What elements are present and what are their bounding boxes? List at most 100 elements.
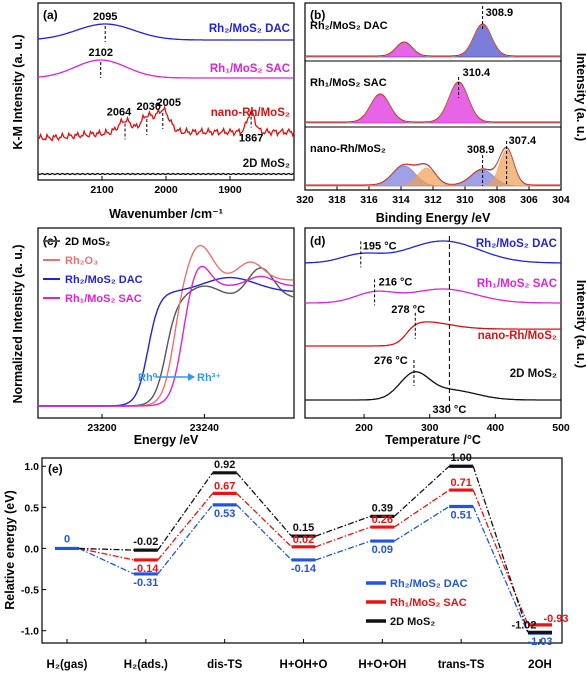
panel-e-plot: 1.0 0.5 0.0 -0.5 -1.0 H₂(gas) H₂(ads.) dis-TS H+…: [21, 452, 569, 671]
panel-a-xtick-label: 2000: [154, 184, 178, 196]
panel-d-plot: 200 300 400 500 195 °C 216 °C 278 °C 276 °C Rh₂/…: [305, 236, 570, 434]
panel-a-xtick-label: 1900: [218, 184, 242, 196]
panel-d-xtick-label: 300: [421, 422, 439, 434]
panel-e-connector: [315, 515, 371, 537]
panel-a-peak-label: 2005: [157, 97, 181, 109]
panel-a-peak-label: 2030: [137, 101, 161, 113]
panel-e-connector: [78, 547, 134, 551]
panel-d-shared-label: 330 °C: [433, 404, 467, 416]
panel-e-connector: [78, 547, 134, 561]
panel-a-series-2d-mos: [37, 172, 295, 176]
panel-e-connector: [315, 526, 371, 548]
panel-b-peak-label: 308.9: [486, 7, 514, 19]
panel-e-connector: [78, 547, 135, 575]
panel-e-value-label: -0.31: [133, 577, 158, 589]
panel-e-connector: [393, 489, 450, 528]
panel-b-xtick-label: 304: [552, 194, 570, 206]
panel-d-xlabel: Temperature /°C: [385, 433, 481, 447]
panel-e-connector: [236, 472, 292, 537]
panel-a-series-label: Rh₂/MoS₂ DAC: [209, 23, 290, 35]
panel-c-ylabel: Normalized Intensity (a. u.): [11, 244, 25, 403]
panel-e-value-label: -0.93: [543, 613, 568, 625]
panel-c-xlabel: Energy /eV: [134, 433, 199, 447]
panel-b-plot: 320 318 316 314 312 310 308 306 304 Rh₂/MoS₂ DAC R…: [296, 6, 570, 206]
panel-a-peak-label: 2102: [88, 47, 112, 59]
panel-b-label: (b): [310, 8, 325, 22]
panel-e-value-label: 0.15: [293, 522, 314, 534]
panel-b-xtick-label: 318: [328, 194, 346, 206]
panel-c-arrow-from: Rh⁰: [138, 372, 158, 384]
panel-d-series-2d-mos: [305, 371, 561, 401]
panel-b-xtick-label: 316: [360, 194, 378, 206]
panel-b-peak-label: 310.4: [463, 67, 491, 79]
panel-d-series-label: nano-Rh/MoS₂: [478, 330, 557, 342]
panel-d-ylabel: Intensity (a. u.): [574, 280, 586, 368]
panel-e-category-label: H₂(ads.): [124, 659, 168, 671]
panel-b-raw: [305, 147, 561, 187]
panel-d-label: (d): [310, 234, 325, 248]
panel-d-series-label: Rh₁/MoS₂ SAC: [477, 278, 557, 290]
panel-a-peak-label: 1867: [239, 133, 263, 145]
panel-c-xtick-label: 23240: [190, 422, 219, 434]
panel-e-value-label: 1.00: [450, 452, 471, 464]
panel-e-ytick-label: -1.0: [21, 626, 39, 638]
panel-e-value-label: 0.02: [293, 534, 314, 546]
panel-e-value-label: -0.14: [133, 563, 159, 575]
panel-b-subpanel-label: nano-Rh/MoS₂: [310, 143, 386, 155]
panel-c-arrowhead: [188, 373, 195, 381]
panel-e-legend-label: Rh₁/MoS₂ SAC: [390, 597, 467, 609]
panel-e-start-label: 0: [64, 533, 70, 545]
panel-d-peak-label: 276 °C: [374, 355, 408, 367]
panel-e-ylabel: Relative energy (eV): [3, 490, 17, 610]
panel-e-connector: [157, 504, 214, 575]
panel-e-category-label: H₂(gas): [47, 659, 88, 671]
panel-d-series-rh-mos-dac: [305, 240, 561, 264]
panel-d-peak-label: 278 °C: [391, 304, 425, 316]
panel-e-value-label: -1.02: [511, 619, 536, 631]
panel-d-xtick-label: 400: [487, 422, 505, 434]
panel-b-subpanel-label: Rh₁/MoS₂ SAC: [310, 77, 387, 89]
panel-c-legend-label: 2D MoS₂: [65, 236, 110, 248]
panel-b-component: [305, 82, 561, 124]
panel-e-ytick-label: 0.5: [24, 502, 39, 514]
panel-e-ytick-label: -0.5: [21, 585, 39, 597]
panel-e-connector: [236, 504, 292, 561]
panel-e-connector: [315, 540, 371, 561]
panel-b-subpanel-label: Rh₂/MoS₂ DAC: [310, 20, 388, 32]
panel-b-xtick-label: 320: [296, 194, 314, 206]
panel-e-value-label: 0.26: [372, 514, 393, 526]
panel-e-legend-label: 2D MoS₂: [390, 616, 435, 628]
panel-c-legend-label: Rh₁/MoS₂ SAC: [65, 293, 142, 305]
panel-e-value-label: 0.51: [450, 510, 471, 522]
panel-e-ytick-label: 1.0: [24, 461, 39, 473]
panel-e-category-label: trans-TS: [438, 659, 485, 671]
panel-a-series-label: Rh₁/MoS₂ SAC: [210, 63, 290, 75]
panel-d-series-nano-rh-mos: [305, 321, 561, 347]
panel-b-component: [305, 94, 561, 124]
panel-b-peak-label: 308.9: [467, 144, 495, 156]
panel-e-value-label: -0.02: [133, 536, 158, 548]
panel-b-xtick-label: 314: [392, 194, 410, 206]
panel-b-envelope: [305, 146, 561, 186]
panel-b-raw: [305, 24, 561, 58]
panel-e-legend-label: Rh₂/MoS₂ DAC: [390, 578, 468, 590]
panel-e-value-label: 0.71: [450, 477, 471, 489]
panel-d-xtick-label: 500: [552, 422, 570, 434]
panel-e-connector: [472, 466, 529, 633]
panel-b-xtick-label: 306: [520, 194, 538, 206]
panel-d-frame: [304, 227, 562, 419]
panel-a-peak-label: 2095: [93, 11, 117, 23]
panel-a-label: (a): [43, 8, 58, 22]
panel-e-connector: [157, 492, 214, 561]
panel-e-value-label: 0.67: [214, 480, 235, 492]
panel-b-xtick-label: 312: [424, 194, 442, 206]
panel-e-category-label: H+OH+O: [280, 659, 328, 671]
panel-e-frame: [41, 457, 563, 644]
panel-e-value-label: 0.53: [214, 508, 235, 520]
panel-d-peak-label: 216 °C: [379, 276, 413, 288]
panel-c-series-rh-o: [38, 244, 293, 407]
panel-e-category-label: dis-TS: [207, 659, 242, 671]
panel-b-ylabel: Intensity (a. u.): [574, 53, 586, 141]
